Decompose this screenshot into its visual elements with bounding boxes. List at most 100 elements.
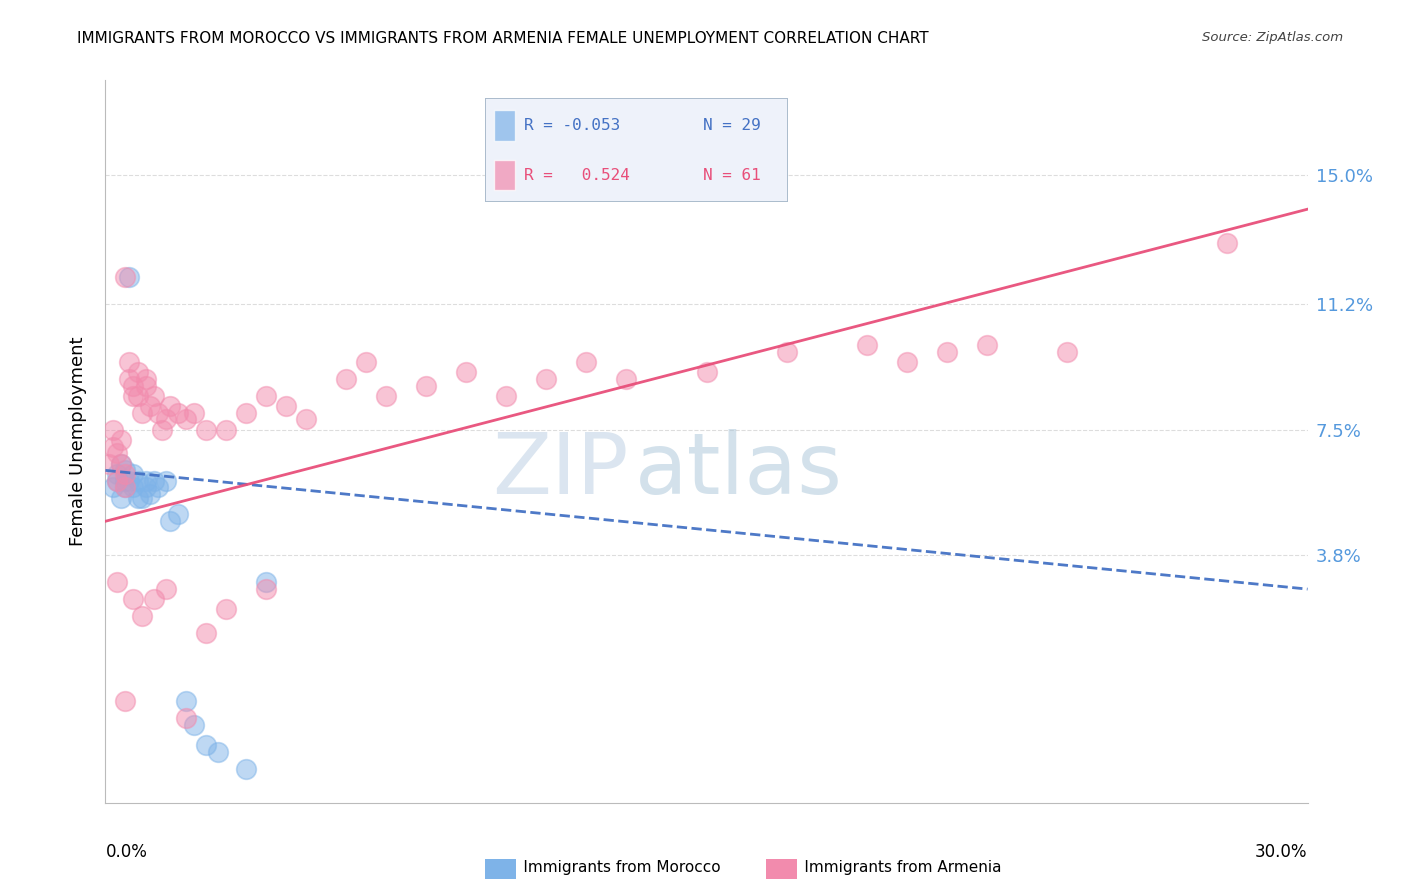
Point xyxy=(354,355,377,369)
Point xyxy=(207,745,229,759)
Point xyxy=(976,338,998,352)
Text: 30.0%: 30.0% xyxy=(1256,843,1308,861)
Bar xyxy=(494,111,515,141)
Point xyxy=(159,399,181,413)
Point xyxy=(142,592,165,607)
Point xyxy=(103,440,125,454)
Text: R =   0.524: R = 0.524 xyxy=(524,168,630,183)
Point xyxy=(114,270,136,285)
Point xyxy=(114,467,136,481)
Point xyxy=(155,582,177,596)
Point xyxy=(254,575,277,590)
Point xyxy=(155,412,177,426)
Point xyxy=(616,372,638,386)
Point xyxy=(107,474,129,488)
Point xyxy=(174,412,197,426)
Point xyxy=(122,592,145,607)
Point xyxy=(118,355,141,369)
Point xyxy=(214,423,236,437)
Point xyxy=(254,389,277,403)
Point xyxy=(776,344,799,359)
Point xyxy=(114,463,136,477)
Point xyxy=(107,446,129,460)
Point xyxy=(107,474,129,488)
Point xyxy=(118,372,141,386)
Point xyxy=(103,423,125,437)
Point xyxy=(131,609,153,624)
Point xyxy=(110,433,132,447)
Text: Immigrants from Morocco: Immigrants from Morocco xyxy=(499,860,721,874)
Point xyxy=(575,355,598,369)
Point xyxy=(936,344,959,359)
Text: Immigrants from Armenia: Immigrants from Armenia xyxy=(780,860,1002,874)
Point xyxy=(110,457,132,471)
Point xyxy=(122,389,145,403)
Point xyxy=(415,378,437,392)
Point xyxy=(495,389,517,403)
Text: IMMIGRANTS FROM MOROCCO VS IMMIGRANTS FROM ARMENIA FEMALE UNEMPLOYMENT CORRELATI: IMMIGRANTS FROM MOROCCO VS IMMIGRANTS FR… xyxy=(77,31,929,46)
Point xyxy=(159,514,181,528)
Point xyxy=(110,457,132,471)
Text: atlas: atlas xyxy=(634,429,842,512)
Point xyxy=(1216,236,1239,251)
Point xyxy=(146,480,169,494)
Point xyxy=(127,365,149,379)
Point xyxy=(274,399,297,413)
Text: R = -0.053: R = -0.053 xyxy=(524,119,620,133)
Point xyxy=(135,378,157,392)
Point xyxy=(855,338,877,352)
Point xyxy=(138,399,160,413)
Text: N = 29: N = 29 xyxy=(703,119,761,133)
Point xyxy=(103,480,125,494)
Point xyxy=(107,467,129,481)
Point xyxy=(138,487,160,501)
Point xyxy=(118,474,141,488)
Text: ZIP: ZIP xyxy=(492,429,628,512)
Point xyxy=(135,372,157,386)
Point xyxy=(122,378,145,392)
Point xyxy=(114,480,136,494)
Point xyxy=(127,389,149,403)
Point xyxy=(194,423,217,437)
Point xyxy=(166,406,188,420)
Point xyxy=(122,480,145,494)
Point xyxy=(155,474,177,488)
Point xyxy=(214,602,236,616)
Point xyxy=(235,762,257,776)
Point xyxy=(142,474,165,488)
Text: N = 61: N = 61 xyxy=(703,168,761,183)
Text: 0.0%: 0.0% xyxy=(105,843,148,861)
Point xyxy=(896,355,918,369)
Point xyxy=(456,365,478,379)
Point xyxy=(131,491,153,505)
Point xyxy=(127,474,149,488)
Bar xyxy=(494,160,515,190)
Point xyxy=(235,406,257,420)
Point xyxy=(183,718,205,732)
Point xyxy=(135,474,157,488)
Point xyxy=(114,694,136,708)
Point xyxy=(295,412,318,426)
Point xyxy=(110,491,132,505)
Point xyxy=(114,480,136,494)
Point xyxy=(696,365,718,379)
Point xyxy=(131,406,153,420)
Point xyxy=(98,457,121,471)
Point xyxy=(183,406,205,420)
Point xyxy=(127,491,149,505)
Point xyxy=(166,508,188,522)
Point xyxy=(536,372,558,386)
Point xyxy=(254,582,277,596)
Point xyxy=(142,389,165,403)
Point xyxy=(194,626,217,640)
Point xyxy=(150,423,173,437)
Point xyxy=(114,474,136,488)
Text: Source: ZipAtlas.com: Source: ZipAtlas.com xyxy=(1202,31,1343,45)
Point xyxy=(118,270,141,285)
Point xyxy=(174,694,197,708)
Y-axis label: Female Unemployment: Female Unemployment xyxy=(69,337,87,546)
Point xyxy=(335,372,357,386)
Point xyxy=(174,711,197,725)
Point xyxy=(135,480,157,494)
Point xyxy=(375,389,398,403)
